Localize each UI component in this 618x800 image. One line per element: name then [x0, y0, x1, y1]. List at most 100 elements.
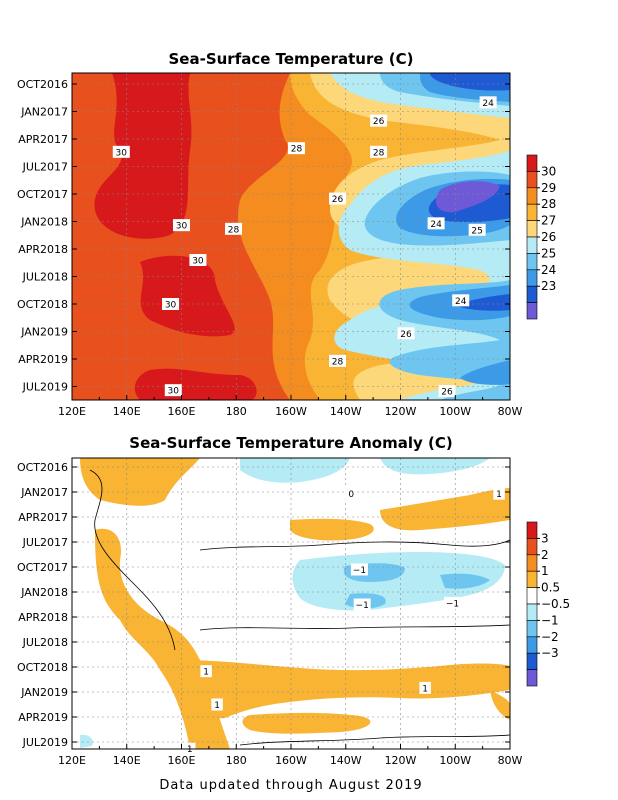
y-tick-label: JAN2018 [20, 586, 68, 599]
contour-label-text: 30 [168, 387, 180, 397]
y-tick-label: OCT2018 [17, 661, 68, 674]
contour-label-text: 1 [187, 745, 193, 755]
contour-label-box [370, 114, 388, 127]
anom-negative-sw [80, 734, 93, 748]
contour-label-box [397, 327, 415, 340]
contour-label: 30 [189, 254, 207, 267]
x-tick-label: 120E [58, 405, 86, 418]
contour-label-box [444, 596, 462, 609]
contour-label: 30 [162, 298, 180, 311]
contour-label-box [225, 222, 243, 235]
contour-label: 1 [493, 487, 505, 500]
contour-label: 24 [479, 96, 497, 109]
sst-region-30 [94, 73, 192, 239]
contour-label: 28 [287, 142, 305, 155]
contour-label-box [112, 145, 130, 158]
sst-panel: Sea-Surface Temperature (C) 24 26 28 [17, 50, 556, 418]
contour-label-box [370, 145, 388, 158]
colorbar-swatch [526, 603, 538, 621]
contour-label-text: 30 [192, 257, 204, 267]
colorbar-swatch [526, 521, 538, 539]
sst-region-30b [140, 255, 235, 337]
colorbar-label: 25 [541, 246, 556, 260]
colorbar-swatch [526, 302, 538, 320]
contour-label-text: 30 [165, 301, 177, 311]
contour-label-box [479, 96, 497, 109]
contour-label-text: 30 [176, 222, 188, 232]
colorbar-swatch [526, 236, 538, 254]
sst-colorbar: 30 29 28 27 26 25 24 23 [526, 154, 556, 320]
colorbar-swatch [526, 636, 538, 654]
colorbar-label: −3 [541, 646, 559, 660]
contour-label: 28 [225, 222, 243, 235]
contour-label-text: 1 [422, 684, 428, 694]
contour-label-text: 1 [496, 490, 502, 500]
y-tick-label: APR2019 [18, 353, 68, 366]
contour-label-text: 24 [455, 297, 467, 307]
contour-label-text: 1 [203, 668, 209, 678]
x-tick-label: 80W [498, 754, 523, 767]
colorbar-swatch [526, 220, 538, 238]
y-tick-label: OCT2016 [17, 78, 68, 91]
contour-label-box [427, 217, 445, 230]
contour-label-text: 0 [348, 490, 354, 500]
contour-label-text: 28 [332, 357, 344, 367]
contour-label-box [353, 598, 371, 611]
contour-label: 1 [211, 698, 223, 711]
contour-label-box [350, 563, 368, 576]
y-tick-label: APR2017 [18, 133, 68, 146]
contour-label-box [419, 681, 431, 694]
y-tick-label: APR2019 [18, 711, 68, 724]
anom-positive-westpac [140, 467, 171, 493]
contour-label-text: 1 [214, 701, 220, 711]
y-tick-label: APR2018 [18, 243, 68, 256]
x-tick-label: 140E [113, 754, 141, 767]
contour-label-text: 28 [291, 145, 303, 155]
y-tick-label: JUL2017 [22, 536, 68, 549]
contour-label: 30 [112, 145, 130, 158]
contour-label-text: 30 [116, 148, 128, 158]
y-tick-label: JAN2019 [20, 686, 68, 699]
y-tick-label: JAN2018 [20, 216, 68, 229]
anom-contour-zero-b [199, 539, 510, 551]
contour-label-text: 26 [332, 195, 344, 205]
colorbar-label: 27 [541, 214, 556, 228]
contour-label: 26 [397, 327, 415, 340]
anom-positive-central [177, 660, 510, 719]
contour-label-box [189, 254, 207, 266]
y-tick-label: OCT2017 [17, 561, 68, 574]
contour-label-box [211, 698, 223, 711]
colorbar-label: 24 [541, 263, 556, 277]
colorbar-label: 28 [541, 197, 556, 211]
contour-label-text: −1 [356, 601, 369, 611]
x-tick-label: 180 [226, 754, 247, 767]
y-tick-label: JAN2017 [20, 106, 68, 119]
colorbar-swatch [526, 538, 538, 556]
anom-negative-lanina-core [343, 563, 490, 609]
x-tick-label: 120E [58, 754, 86, 767]
colorbar-swatch [526, 587, 538, 605]
colorbar-swatch [526, 620, 538, 638]
colorbar-label: 26 [541, 230, 556, 244]
y-tick-label: OCT2016 [17, 461, 68, 474]
colorbar-swatch [526, 285, 538, 303]
y-tick-label: APR2018 [18, 611, 68, 624]
contour-label-box [329, 192, 347, 205]
y-tick-label: JUL2018 [22, 271, 68, 284]
colorbar-swatch [526, 669, 538, 687]
contour-label-text: −1 [446, 599, 459, 609]
footer-note: Data updated through August 2019 [159, 778, 422, 793]
colorbar-label: −2 [541, 630, 559, 644]
contour-label-box [438, 385, 456, 398]
anom-negative-top [240, 458, 490, 483]
contour-label: 24 [427, 217, 445, 230]
contour-label-text: 26 [373, 117, 385, 127]
contour-label: 28 [329, 354, 347, 367]
colorbar-label: 30 [541, 164, 556, 178]
anom-positive-south [242, 712, 371, 734]
y-tick-label: JUL2019 [22, 381, 68, 394]
contour-label-text: 28 [373, 148, 385, 158]
colorbar-label: −0.5 [541, 597, 570, 611]
contour-label-box [468, 223, 486, 236]
